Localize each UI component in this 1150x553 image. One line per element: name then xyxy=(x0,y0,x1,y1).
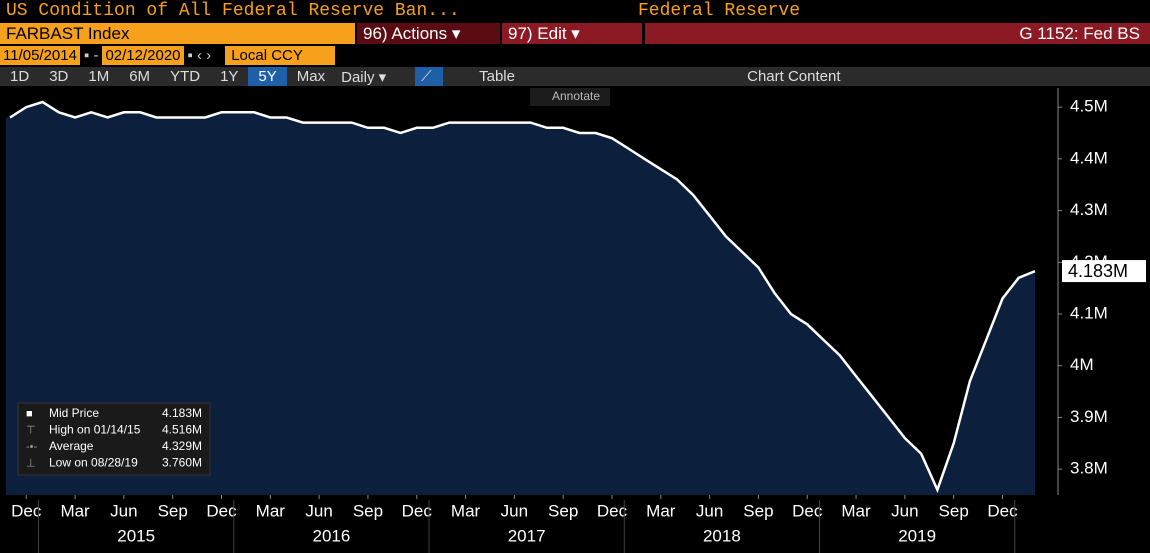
y-tick-label: 4M xyxy=(1070,355,1094,374)
last-value-label: 4.183M xyxy=(1068,261,1128,281)
date-bar: 11/05/2014 ▪ - 02/12/2020 ▪ ‹ › Local CC… xyxy=(0,46,1150,65)
x-tick-label: Dec xyxy=(597,501,628,520)
price-line xyxy=(9,100,1036,494)
date-dash: ▪ - xyxy=(83,47,99,64)
last-value-tag xyxy=(1062,260,1146,283)
x-tick-label: Jun xyxy=(305,501,332,520)
area xyxy=(6,102,1035,495)
end-date[interactable]: 02/12/2020 xyxy=(102,46,184,65)
toolbar: 1D 3D 1M 6M YTD 1Y 5Y Max Daily ▾ ⟋ Table Chart… xyxy=(0,67,1150,86)
range-button[interactable]: 6M xyxy=(129,68,151,85)
year-label: 2019 xyxy=(898,526,936,545)
x-tick-label: Sep xyxy=(353,501,383,520)
range-button[interactable]: 1M xyxy=(88,68,110,85)
range-button[interactable]: YTD xyxy=(170,68,201,85)
x-tick-label: Jun xyxy=(891,501,918,520)
range-button[interactable]: 1D xyxy=(10,68,30,85)
y-tick-label: 4.1M xyxy=(1070,303,1108,322)
range-buttons: 1D 3D 1M 6M YTD 1Y 5Y Max xyxy=(0,67,335,86)
legend-value: 4.183M xyxy=(162,406,202,420)
legend-label: Mid Price xyxy=(49,406,99,420)
command-bar: FARBAST Index 96) Actions ▾ 97) Edit ▾ G… xyxy=(0,23,1150,44)
x-tick-label: Mar xyxy=(841,501,871,520)
x-tick-label: Mar xyxy=(646,501,676,520)
y-tick-label: 4.5M xyxy=(1070,97,1108,116)
range-button[interactable]: 5Y xyxy=(248,67,287,86)
x-tick-label: Dec xyxy=(987,501,1018,520)
start-date[interactable]: 11/05/2014 xyxy=(0,46,80,65)
x-tick-label: Sep xyxy=(548,501,578,520)
x-tick-label: Mar xyxy=(60,501,90,520)
x-tick-label: Jun xyxy=(501,501,528,520)
security-title: US Condition of All Federal Reserve Ban.… xyxy=(6,1,460,21)
legend-box xyxy=(17,402,211,476)
page-id: G 1152: Fed BS xyxy=(645,23,1150,44)
range-button[interactable]: Max xyxy=(296,68,326,85)
x-tick-label: Dec xyxy=(206,501,237,520)
edit-menu[interactable]: 97) Edit ▾ xyxy=(502,23,642,44)
legend-label: High on 01/14/15 xyxy=(49,423,141,437)
year-label: 2015 xyxy=(117,526,155,545)
annotate-button[interactable] xyxy=(530,88,610,106)
legend-icon: ■ xyxy=(26,408,33,420)
chart-icon[interactable]: ⟋ xyxy=(415,67,444,86)
frequency[interactable]: Daily ▾ xyxy=(341,68,387,86)
y-tick-label: 4.4M xyxy=(1070,148,1108,167)
range-button[interactable]: 3D xyxy=(49,68,69,85)
nav-arrows[interactable]: ▪ ‹ › xyxy=(187,47,212,64)
x-tick-label: Mar xyxy=(451,501,481,520)
year-label: 2017 xyxy=(508,526,546,545)
year-label: 2018 xyxy=(703,526,741,545)
range-button[interactable]: 1Y xyxy=(220,68,239,85)
legend-label: Low on 08/28/19 xyxy=(49,456,138,470)
title-bar: US Condition of All Federal Reserve Ban.… xyxy=(0,0,1150,22)
year-label: 2016 xyxy=(312,526,350,545)
y-tick-label: 3.9M xyxy=(1070,407,1108,426)
y-tick-label: 3.8M xyxy=(1070,459,1108,478)
x-tick-label: Sep xyxy=(743,501,773,520)
currency[interactable]: Local CCY xyxy=(225,46,336,65)
legend-icon: ⊥ xyxy=(26,457,36,469)
x-tick-label: Jun xyxy=(696,501,723,520)
legend-label: Average xyxy=(49,439,94,453)
x-tick-label: Mar xyxy=(256,501,286,520)
table-button[interactable]: Table xyxy=(479,68,515,85)
source: Federal Reserve xyxy=(638,1,801,21)
x-tick-label: Dec xyxy=(11,501,42,520)
x-tick-label: Sep xyxy=(158,501,188,520)
actions-menu[interactable]: 96) Actions ▾ xyxy=(357,23,500,44)
legend-icon: ⊤ xyxy=(26,424,36,436)
annotate-label[interactable]: Annotate xyxy=(552,89,600,103)
x-tick-label: Dec xyxy=(792,501,823,520)
ticker[interactable]: FARBAST Index xyxy=(0,23,355,44)
x-tick-label: Dec xyxy=(402,501,433,520)
y-tick-label: 4.3M xyxy=(1070,200,1108,219)
chart-content[interactable]: Chart Content xyxy=(747,68,841,85)
legend-value: 4.516M xyxy=(162,423,202,437)
legend-icon: -•- xyxy=(26,441,38,453)
legend: ■ Mid Price 4.183M ⊤ High on 01/14/15 4.516M -… xyxy=(17,402,211,476)
legend-value: 4.329M xyxy=(162,439,202,453)
legend-value: 3.760M xyxy=(162,456,202,470)
x-tick-label: Sep xyxy=(939,501,969,520)
x-tick-label: Jun xyxy=(110,501,137,520)
